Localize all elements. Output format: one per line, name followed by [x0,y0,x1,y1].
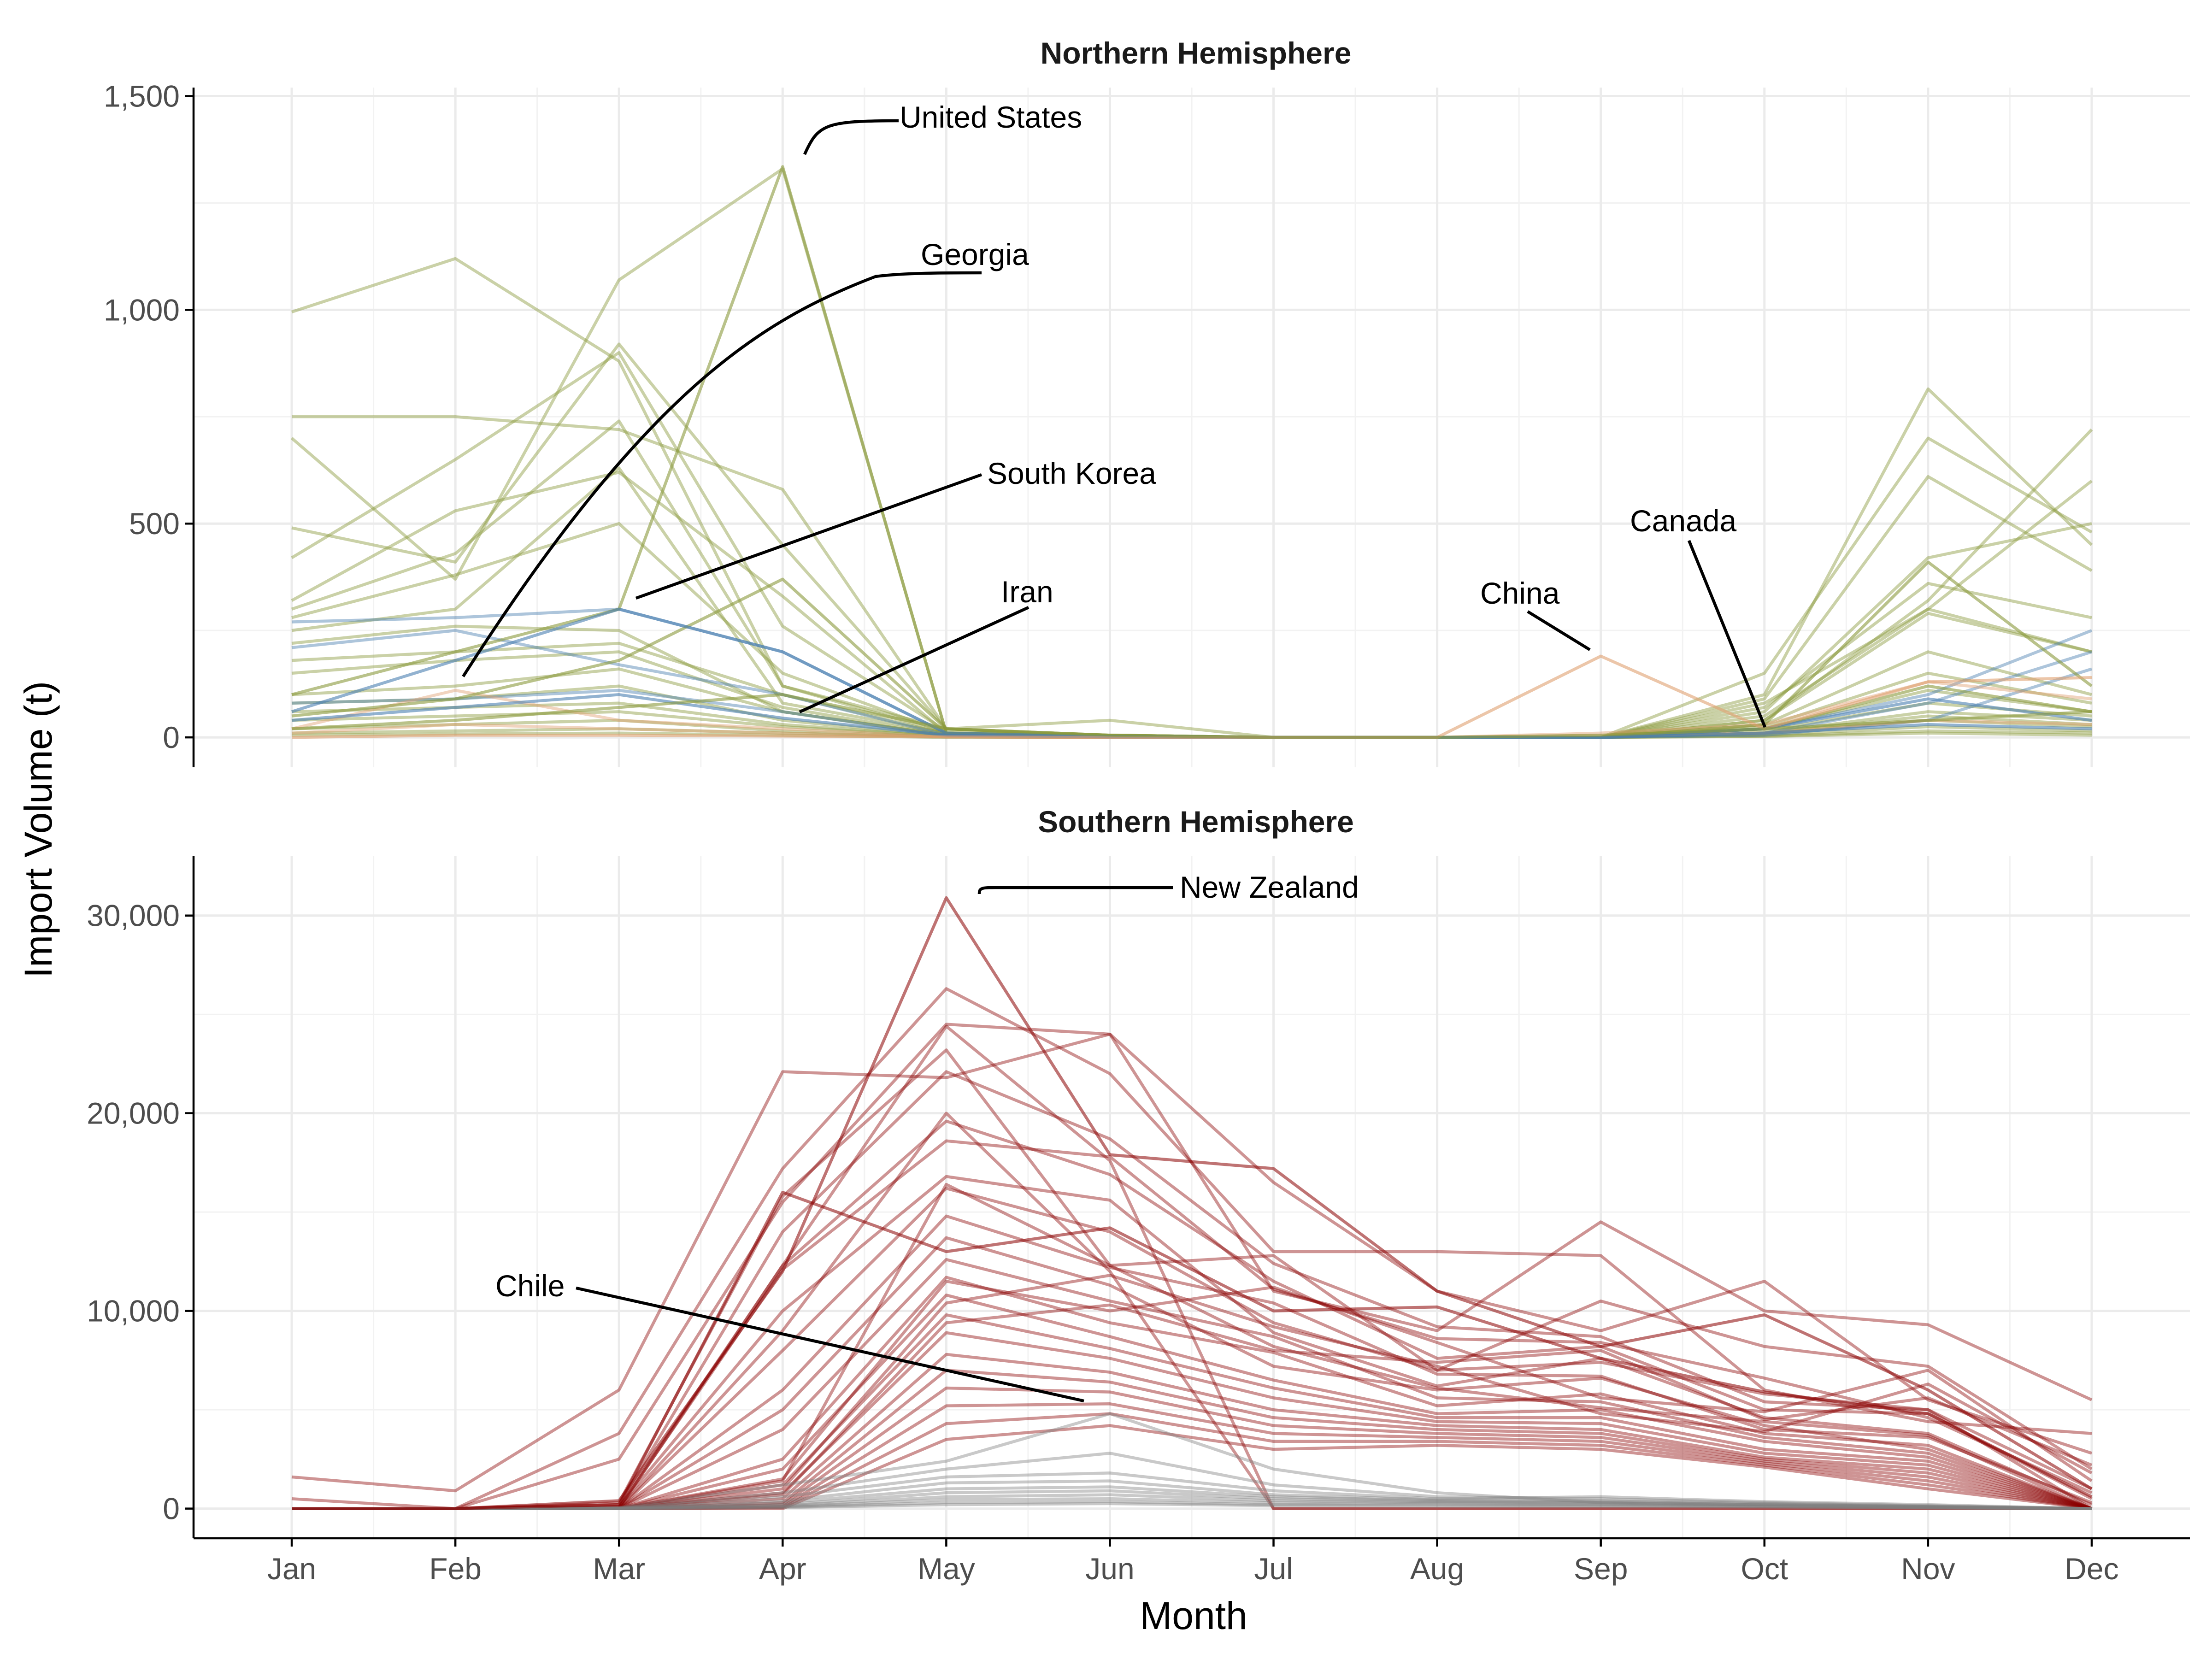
southern-series-line [292,1191,2093,1510]
southern-series-line [292,1500,2092,1510]
northern-y-tick-label: 1,000 [104,293,180,327]
southern-series-line [292,1331,2092,1510]
northern-y-tick-label: 500 [129,506,180,541]
annotation-line-canada [1687,540,1767,728]
southern-series-line [292,1175,2093,1510]
southern-series-lines [291,896,2093,1510]
northern-y-tick-label: 1,500 [104,79,180,113]
southern-series-line [292,1303,2093,1510]
southern-series-line [292,1386,2092,1510]
x-tick-label: Mar [593,1552,645,1586]
southern-series-line [292,1424,2092,1510]
southern-y-ticks: 0 10,000 20,000 30,000 [87,899,194,1526]
southern-series-line [292,1502,2092,1510]
annotation-line-south-korea [635,473,982,600]
southern-y-tick-label: 10,000 [87,1294,180,1328]
southern-series-line [292,1119,2093,1510]
southern-series-line [292,1485,2092,1510]
southern-series-line [292,1313,2092,1510]
southern-series-line [292,1024,2092,1510]
x-axis-title: Month [1140,1594,1247,1637]
x-tick-label: Jul [1254,1552,1293,1586]
southern-series-line [292,1048,2093,1510]
southern-y-tick-label: 0 [163,1492,180,1526]
southern-series-line [292,1353,2092,1510]
southern-series-line [292,1274,2093,1510]
x-tick-label: Jan [267,1552,316,1586]
southern-series-line [292,1258,2093,1510]
x-tick-label: Dec [2065,1552,2118,1586]
northern-grid [194,88,2190,767]
southern-series-line [292,1369,2092,1510]
southern-series-line [292,1236,2093,1510]
southern-series-line [292,1452,2092,1510]
southern-series-line [292,1276,2093,1510]
x-tick-label: Oct [1741,1552,1788,1586]
southern-series-line [292,1471,2092,1510]
northern-panel-title: Northern Hemisphere [1041,36,1352,70]
southern-series-line [292,1479,2092,1510]
annotation-line-new-zealand [977,886,1173,894]
y-axis-title: Import Volume (t) [17,681,60,978]
x-ticks: Jan Feb Mar Apr May Jun Jul Aug Sep Oct Nov Dec [267,1538,2119,1586]
southern-series-line [292,1182,2093,1510]
annotation-line-georgia [462,271,982,677]
southern-series-line [292,1412,2092,1510]
northern-y-ticks: 0 500 1,000 1,500 [104,79,194,754]
annotation-line-united-states [803,119,899,155]
annotation-line-chile [576,1286,1084,1403]
southern-series-line [292,1214,2093,1510]
southern-hemisphere-panel: 0 10,000 20,000 30,000 Jan Feb Mar Apr May Jun Ju… [87,805,2190,1586]
southern-series-line [292,1023,2093,1510]
southern-series-line [292,1112,2092,1510]
annotation-south-korea: South Korea [987,456,1156,490]
southern-y-tick-label: 20,000 [87,1096,180,1130]
x-tick-label: Feb [429,1552,482,1586]
x-tick-label: Sep [1574,1552,1628,1586]
southern-series-line [292,1280,2093,1510]
southern-panel-title: Southern Hemisphere [1038,805,1354,839]
southern-y-tick-label: 30,000 [87,899,180,933]
southern-series-line [292,1493,2092,1510]
southern-series-line [292,1402,2092,1510]
northern-series-line [292,415,2093,739]
annotation-china: China [1480,576,1560,610]
northern-hemisphere-panel: 0 500 1,000 1,500 Northern Hemisphere Unite… [104,36,2190,767]
annotation-georgia: Georgia [921,237,1029,271]
x-tick-label: Aug [1410,1552,1464,1586]
x-tick-label: May [918,1552,975,1586]
x-tick-label: Jun [1085,1552,1134,1586]
northern-series-lines [290,165,2093,739]
northern-y-tick-label: 0 [163,720,180,754]
southern-series-line [292,1294,2092,1510]
x-tick-label: Apr [759,1552,806,1586]
annotation-united-states: United States [900,100,1082,134]
annotation-new-zealand: New Zealand [1180,870,1359,904]
annotation-line-china [1527,610,1591,651]
southern-series-line [292,1412,2092,1510]
southern-grid [194,856,2190,1538]
southern-series-line [292,1489,2092,1510]
x-tick-label: Nov [1901,1552,1955,1586]
annotation-line-iran [799,606,1030,713]
southern-series-line [292,1497,2092,1510]
southern-series-line [292,896,2093,1510]
annotation-chile: Chile [495,1269,565,1303]
annotation-canada: Canada [1630,504,1736,538]
southern-series-line [292,1139,2093,1510]
northern-series-line [291,693,2092,739]
annotation-iran: Iran [1001,575,1053,609]
